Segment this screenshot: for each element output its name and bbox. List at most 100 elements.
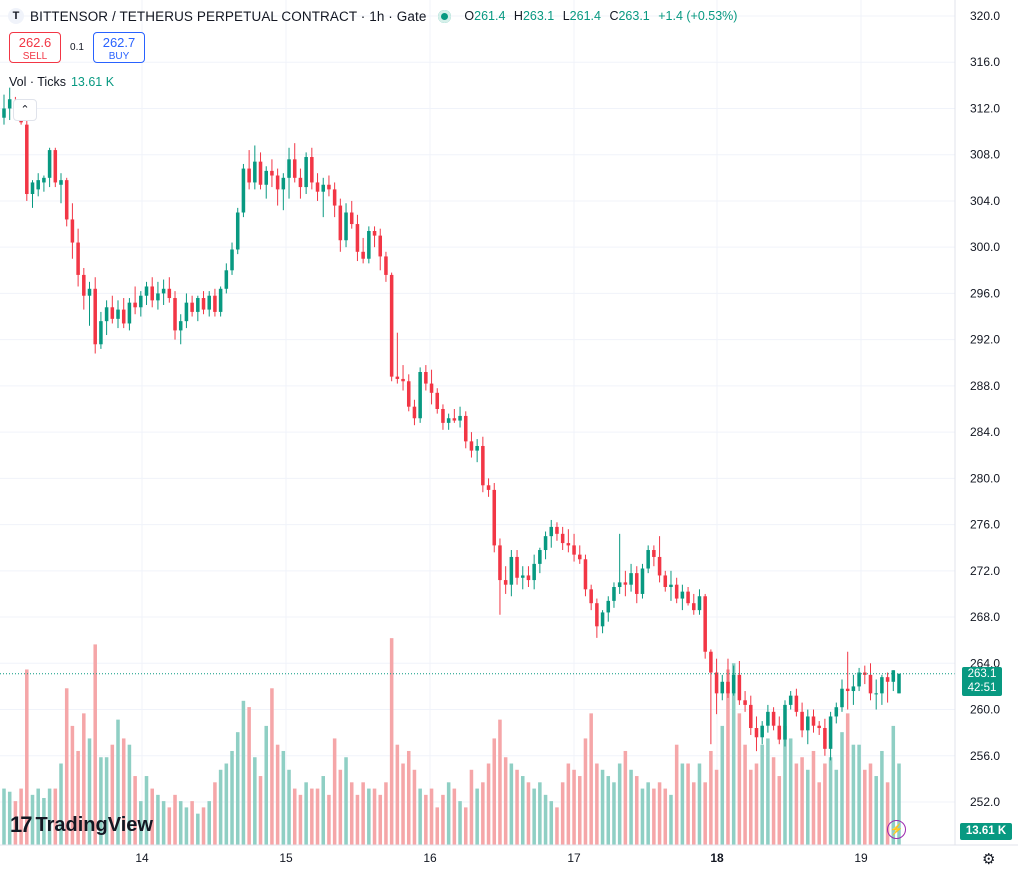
tradingview-logo[interactable]: 17 TradingView [10, 812, 153, 838]
volume-bar [726, 669, 730, 845]
candle [121, 298, 126, 329]
candle [845, 651, 850, 710]
candle-body [401, 378, 405, 382]
candle [178, 314, 183, 345]
candle [583, 554, 588, 597]
volume-bar [264, 725, 268, 845]
volume-bar [76, 750, 80, 845]
candle-body [355, 224, 360, 252]
volume-bars [2, 638, 901, 845]
candle-body [344, 212, 348, 241]
volume-bar [167, 807, 172, 845]
candle [589, 584, 593, 611]
volume-bar [463, 807, 468, 845]
lightning-icon[interactable]: ⚡ [887, 820, 906, 839]
volume-bar [104, 757, 109, 845]
volume-bar [743, 744, 747, 845]
candle [99, 311, 103, 349]
candle-body [663, 575, 668, 588]
volume-bar [481, 782, 485, 845]
candle-body [669, 584, 673, 588]
volume-bar [475, 788, 479, 845]
volume-bar [788, 738, 793, 845]
candle-body [851, 686, 856, 692]
candle-body [857, 672, 861, 687]
candle [42, 175, 46, 192]
candle [600, 610, 605, 634]
symbol-icon[interactable]: T [8, 8, 24, 24]
volume-bar [703, 782, 707, 845]
candle-body [458, 415, 462, 421]
candle [258, 152, 263, 190]
sell-button[interactable]: 262.6 SELL [9, 32, 61, 63]
settings-gear-icon[interactable]: ⚙ [982, 851, 996, 868]
candle-body [583, 559, 588, 590]
volume-bar [663, 788, 668, 845]
time-axis[interactable]: 14 15 16 17 18 19 [135, 851, 868, 865]
volume-bar [834, 769, 839, 845]
y-tick-label: 296.0 [970, 286, 1000, 300]
candle-body [99, 321, 103, 345]
candle-body [213, 295, 217, 312]
volume-legend[interactable]: Vol · Ticks 13.61 K [9, 75, 114, 89]
buy-button[interactable]: 262.7 BUY [93, 32, 145, 63]
candle [566, 529, 571, 553]
volume-bar [606, 776, 611, 845]
candle [840, 679, 844, 712]
candle-body [127, 302, 132, 324]
volume-bar [270, 688, 274, 845]
volume-bar [806, 769, 810, 845]
candle-body [64, 180, 69, 220]
candle [498, 538, 502, 615]
volume-bar [298, 794, 303, 845]
candle [766, 704, 770, 733]
volume-bar [583, 738, 588, 845]
volume-bar [173, 794, 177, 845]
volume-bar [595, 763, 599, 845]
volume-bar [389, 638, 394, 845]
candle [196, 295, 200, 322]
volume-bar [446, 782, 451, 845]
volume-bar [692, 782, 696, 845]
candle-body [338, 205, 343, 241]
candle-body [492, 489, 497, 546]
volume-bar [139, 801, 143, 845]
volume-bar [349, 782, 354, 845]
candle [692, 593, 696, 615]
candle [7, 87, 12, 121]
candle-body [657, 556, 662, 576]
candle [401, 365, 405, 391]
candle-body [270, 170, 274, 176]
candle [492, 482, 497, 553]
candle-body [828, 716, 833, 749]
candle-body [190, 302, 194, 312]
volume-bar [800, 757, 804, 845]
candle-body [207, 295, 211, 310]
candle [663, 570, 668, 592]
candle-body [788, 695, 793, 705]
volume-bar [59, 763, 63, 845]
candle [25, 120, 29, 201]
price-axis[interactable]: 320.0 316.0 312.0 308.0 304.0 300.0 296.0 292.0… [970, 9, 1000, 809]
candle-body [247, 168, 251, 183]
candle [139, 291, 143, 317]
candle-body [184, 302, 189, 322]
high-label: H [513, 9, 523, 23]
chart-header: T BITTENSOR / TETHERUS PERPETUAL CONTRAC… [8, 6, 737, 26]
candle-body [298, 177, 303, 188]
candle [372, 226, 377, 248]
candle [93, 277, 97, 354]
volume-bar [600, 769, 605, 845]
candle-body [332, 189, 337, 206]
x-tick-label: 14 [135, 851, 149, 865]
market-status-icon[interactable] [438, 9, 452, 23]
candle [344, 203, 348, 248]
candle [771, 707, 776, 731]
symbol-title[interactable]: BITTENSOR / TETHERUS PERPETUAL CONTRACT … [30, 8, 427, 24]
candle [384, 251, 388, 282]
collapse-chevron-icon[interactable]: ⌃ [13, 99, 37, 121]
candle [213, 288, 217, 317]
volume-bar [230, 750, 234, 845]
volume-bar [178, 801, 183, 845]
